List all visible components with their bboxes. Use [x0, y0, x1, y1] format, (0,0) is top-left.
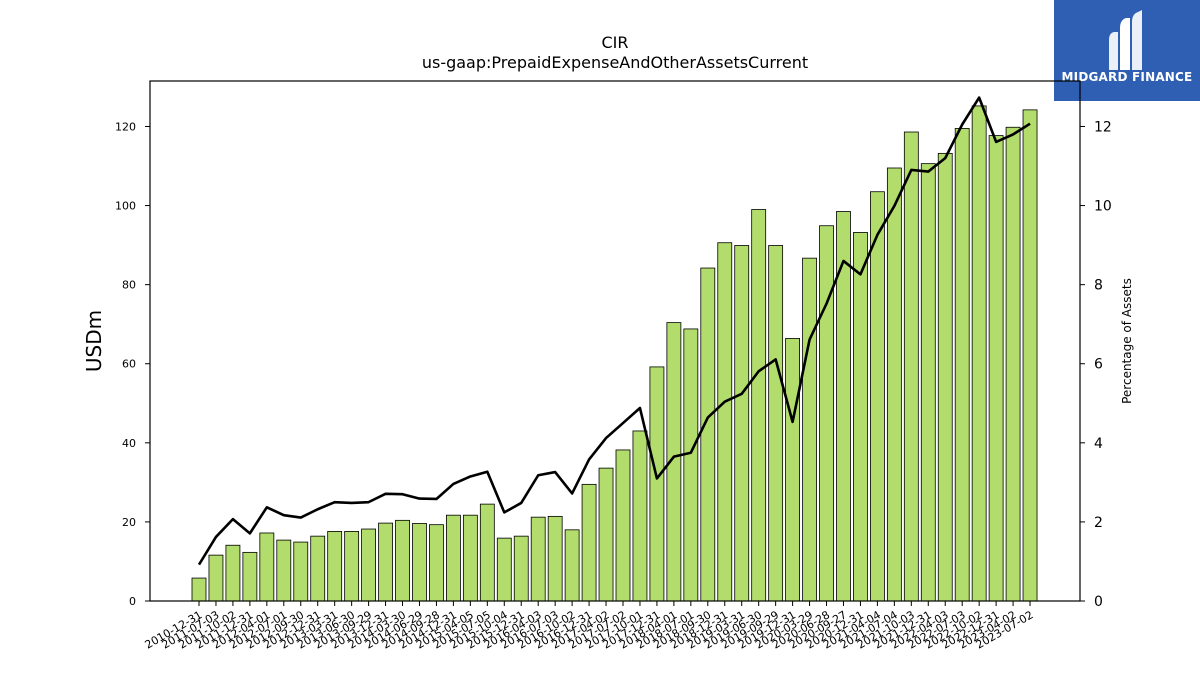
bar: [1005, 126, 1021, 602]
bar: [751, 209, 767, 602]
y-tick-label: 120: [115, 120, 136, 133]
y2-tick-label: 10: [1094, 199, 1112, 215]
bar: [293, 541, 309, 602]
line-group: [197, 96, 1031, 566]
bar: [361, 528, 377, 602]
bar: [954, 128, 970, 602]
y-tick-label: 100: [115, 200, 136, 213]
bar: [513, 535, 529, 602]
bar: [445, 514, 461, 602]
bar: [1022, 109, 1038, 602]
bar: [208, 554, 224, 602]
y-tick-label: 20: [122, 516, 136, 529]
y-axis: 0 20 40 60 80 100 120: [115, 120, 150, 608]
y2-tick-label: 6: [1094, 357, 1103, 373]
bar: [717, 242, 733, 602]
y-tick-label: 60: [122, 358, 136, 371]
bar: [310, 535, 326, 602]
bar: [920, 163, 936, 602]
bar: [615, 449, 631, 602]
y-tick-label: 0: [129, 595, 136, 608]
bar: [802, 257, 817, 602]
bar: [225, 544, 241, 602]
bar: [530, 516, 546, 602]
y2-tick-label: 2: [1094, 515, 1103, 531]
bar: [395, 519, 410, 602]
bar: [632, 430, 648, 602]
bar: [988, 135, 1004, 602]
bar: [547, 515, 563, 602]
bar: [462, 514, 478, 602]
bar: [378, 522, 393, 602]
y2-tick-label: 8: [1094, 278, 1103, 294]
midgard-logo-mark-icon: [1109, 10, 1142, 70]
bar: [276, 539, 292, 602]
line-series: [197, 96, 1031, 566]
y2-tick-label: 12: [1094, 119, 1112, 135]
y2-tick-label: 4: [1094, 436, 1103, 452]
bar: [429, 524, 444, 602]
chart-title: CIR: [601, 33, 628, 52]
bar: [344, 531, 360, 602]
bar: [191, 577, 207, 602]
y2-axis-label: Percentage of Assets: [1120, 278, 1134, 404]
bar: [242, 551, 258, 602]
x-axis: 2010-12-312011-07-032011-10-022011-12-31…: [143, 601, 1036, 652]
bar: [700, 267, 716, 602]
y-axis-label: USDm: [82, 310, 106, 372]
plot-frame: [149, 80, 1081, 602]
logo-text: MIDGARD FINANCE: [1061, 70, 1193, 84]
bar: [479, 503, 495, 602]
bar: [564, 529, 580, 602]
bar: [683, 328, 699, 602]
y-tick-label: 40: [122, 437, 136, 450]
bar: [937, 152, 953, 602]
bar: [768, 245, 784, 602]
bar: [581, 483, 597, 602]
bar: [598, 467, 614, 602]
bar: [649, 366, 665, 602]
y2-tick-label: 0: [1094, 594, 1103, 610]
bar: [819, 225, 834, 602]
bar: [496, 537, 512, 602]
bar: [259, 532, 275, 602]
midgard-finance-logo: MIDGARD FINANCE: [1054, 0, 1200, 101]
chart-subtitle: us-gaap:PrepaidExpenseAndOtherAssetsCurr…: [422, 53, 808, 72]
y-tick-label: 80: [122, 279, 136, 292]
bars-group: [191, 105, 1038, 602]
bar: [412, 523, 427, 602]
bar: [327, 531, 343, 602]
bar: [870, 191, 885, 602]
bar: [886, 167, 902, 602]
bar: [903, 131, 919, 602]
bar: [785, 338, 800, 602]
y2-axis: 0 2 4 6 8 10 12: [1080, 119, 1112, 610]
bar: [853, 232, 868, 602]
bar: [734, 245, 750, 602]
bar: [971, 105, 987, 602]
